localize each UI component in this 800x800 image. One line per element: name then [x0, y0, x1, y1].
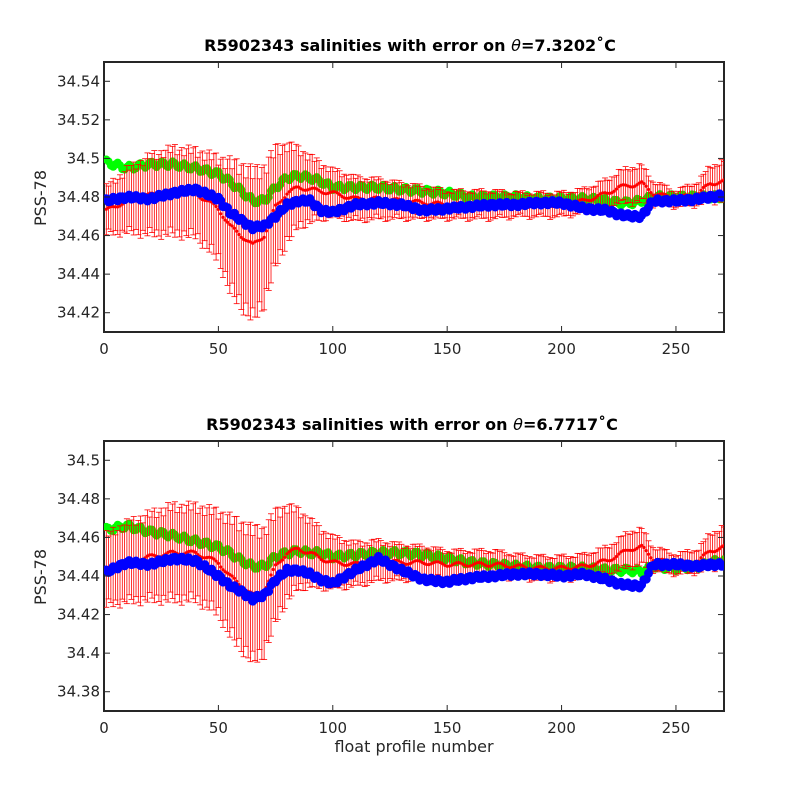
error-bar [631, 532, 638, 568]
y-tick-label: 34.46 [57, 528, 100, 546]
error-bar [615, 168, 622, 205]
error-bar [268, 513, 275, 637]
y-tick-label: 34.5 [67, 451, 100, 469]
x-tick-label: 150 [433, 719, 462, 737]
chart-title-1-theta: θ [511, 36, 521, 55]
error-bar [270, 520, 277, 619]
chart-title-1-lead: R5902343 salinities with error on [204, 36, 511, 55]
chart-title-2-lead: R5902343 salinities with error on [206, 415, 513, 434]
error-bar [281, 505, 288, 609]
x-tick-label: 250 [662, 340, 691, 358]
y-tick-label: 34.46 [57, 227, 100, 245]
error-bar [217, 158, 224, 269]
x-tick-label: 150 [433, 340, 462, 358]
calibrated-point [719, 191, 724, 201]
x-tick-label: 0 [99, 719, 109, 737]
x-tick-label: 250 [662, 719, 691, 737]
error-bar [233, 515, 240, 647]
error-bar [604, 179, 611, 207]
data-layer [104, 500, 724, 663]
error-bar [197, 152, 204, 244]
error-bar [192, 501, 199, 604]
chart-title-1: R5902343 salinities with error on θ=7.32… [204, 36, 616, 55]
x-tick-label: 0 [99, 340, 109, 358]
x-tick-label: 200 [547, 719, 576, 737]
calibrated-point [644, 568, 653, 578]
error-bar [104, 183, 110, 236]
error-bar [293, 505, 300, 591]
error-bar [219, 511, 226, 628]
error-bar [110, 177, 117, 236]
error-bar [624, 533, 631, 568]
error-bar [636, 526, 643, 567]
x-axis-label-2: float profile number [334, 737, 494, 756]
y-tick-label: 34.48 [57, 188, 100, 206]
error-bar [300, 151, 307, 229]
error-bar [247, 163, 254, 321]
error-bar [640, 532, 647, 563]
error-bar [288, 503, 295, 597]
error-bar [279, 145, 286, 256]
chart-panel-2: 0 50 100 150 200 250 34.38 34.4 34.42 34.44 34.46 3… [31, 415, 725, 756]
y-tick-label: 34.44 [57, 567, 100, 585]
plot-area-2: 0 50 100 150 200 250 34.38 34.4 34.42 34.44 34.46 3… [57, 440, 725, 737]
error-bar [348, 173, 355, 221]
y-tick-label: 34.42 [57, 606, 100, 624]
chart-title-2-theta: θ [513, 415, 523, 434]
error-bar [295, 145, 302, 229]
y-tick-label: 34.52 [57, 111, 100, 129]
calibrated-point [719, 560, 724, 570]
y-tick-label: 34.4 [67, 644, 100, 662]
error-bar [224, 514, 231, 632]
axes-box [103, 61, 725, 333]
error-bar [286, 504, 293, 600]
data-layer [104, 141, 724, 321]
y-tick-label: 34.54 [57, 72, 100, 90]
error-bar [640, 168, 647, 199]
y-tick-label: 34.38 [57, 683, 100, 701]
error-bar [117, 174, 124, 238]
error-bar [199, 505, 206, 610]
y-tick-label: 34.44 [57, 265, 100, 283]
error-bar [274, 143, 281, 264]
chart-panel-1: 0 50 100 150 200 250 34.42 34.44 34.46 34.48 34.5 3… [31, 36, 725, 358]
y-tick-label: 34.42 [57, 304, 100, 322]
error-bar [240, 163, 247, 316]
x-tick-label: 50 [209, 340, 228, 358]
error-bar [226, 155, 233, 294]
chart-title-1-tail: =7.3202˚C [521, 36, 616, 55]
error-bar [213, 506, 220, 616]
error-bar [629, 530, 636, 571]
y-tick-label: 34.48 [57, 490, 100, 508]
x-tick-label: 200 [547, 340, 576, 358]
error-bar [151, 507, 158, 604]
error-bar [274, 506, 281, 620]
plot-area-1: 0 50 100 150 200 250 34.42 34.44 34.46 34.48 34.5 3… [57, 61, 725, 358]
error-bar [279, 507, 286, 613]
error-bar [226, 511, 233, 638]
error-bar [213, 152, 220, 261]
chart-title-2-tail: =6.7717˚C [523, 415, 618, 434]
error-bar [261, 164, 268, 311]
error-bar [219, 156, 226, 278]
y-tick-label: 34.5 [67, 149, 100, 167]
x-tick-label: 100 [318, 719, 347, 737]
y-axis-label-2: PSS-78 [31, 549, 50, 605]
error-bar [288, 141, 295, 238]
error-bar [165, 502, 172, 603]
error-bar [233, 158, 240, 305]
error-bar [302, 152, 309, 229]
x-tick-label: 50 [209, 719, 228, 737]
error-bar [293, 143, 300, 231]
error-bar [622, 531, 629, 570]
error-bar [627, 170, 634, 204]
chart-title-2: R5902343 salinities with error on θ=6.77… [206, 415, 618, 434]
x-tick-label: 100 [318, 340, 347, 358]
y-axis-label-1: PSS-78 [31, 170, 50, 226]
